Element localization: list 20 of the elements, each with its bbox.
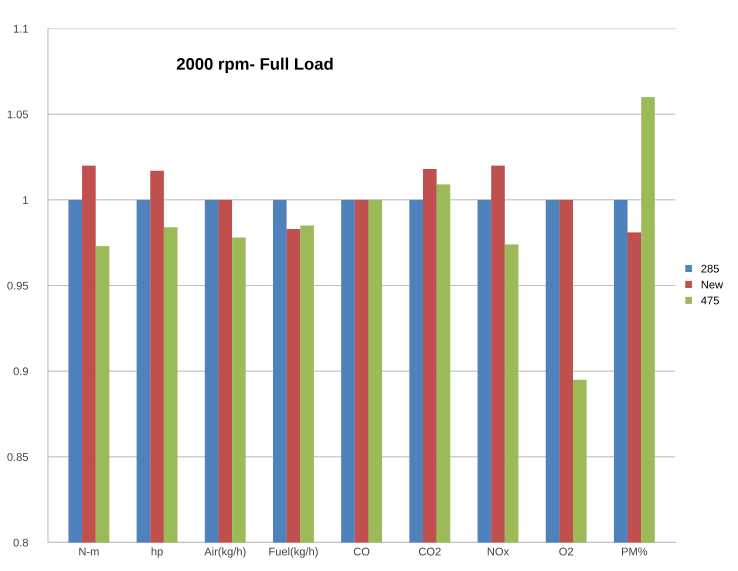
x-tick-label: Air(kg/h) [204,547,246,558]
x-tick-label: O2 [559,548,574,556]
x-tick-label: CO [354,548,370,556]
x-tick-label: CO2 [418,548,441,556]
legend-label: New [702,280,724,288]
y-tick-label: 1.1 [14,24,28,33]
x-tick-label: NOx [488,548,509,556]
x-tick-label: Fuel(kg/h) [269,547,318,558]
y-tick-label: 0.85 [7,453,28,461]
y-tick-label: 0.8 [14,538,28,547]
legend-label: 285 [701,264,719,273]
text: 2000 rpm- Full Load [176,58,333,74]
legend-label: 475 [701,296,719,304]
y-tick-label: 1 [23,196,28,204]
y-tick-label: 0.9 [14,367,28,376]
x-tick-label: N-m [79,548,99,556]
y-tick-label: 0.95 [7,282,28,290]
y-tick-label: 1.05 [8,110,28,118]
x-tick-label: PM% [622,548,648,556]
x-tick-label: hp [152,547,163,558]
